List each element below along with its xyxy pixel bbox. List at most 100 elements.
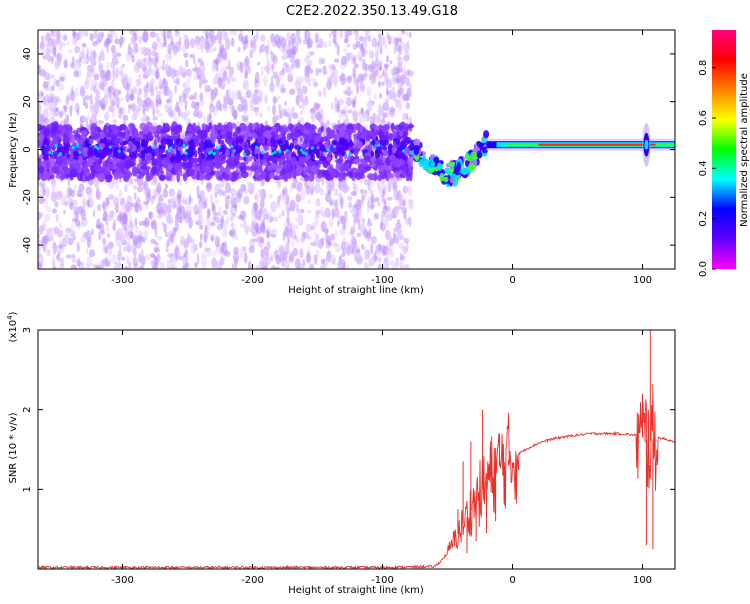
spectrogram-band-blob (263, 144, 270, 151)
spectrogram-band-blob (190, 141, 194, 151)
spectrogram-noise-blob (178, 65, 183, 77)
spectrogram-noise-blob (366, 221, 373, 227)
spectrogram-band-blob (303, 133, 311, 141)
spectrogram-noise-blob (133, 192, 137, 201)
spectrogram-noise-blob (291, 37, 295, 47)
spectrogram-noise-blob (67, 177, 71, 187)
spectrogram-band-blob (214, 170, 223, 176)
spectrogram-noise-blob (369, 75, 375, 86)
spectrogram-noise-blob (369, 204, 375, 209)
spectrogram-band-blob (142, 125, 150, 135)
spectrogram-band-blob (106, 164, 114, 170)
spectrogram-noise-blob (133, 47, 140, 53)
spectrogram-noise-blob (183, 52, 189, 58)
spectrogram-noise-blob (317, 90, 323, 98)
spectrogram-noise-blob (374, 51, 379, 59)
spectrogram-noise-blob (314, 182, 321, 194)
spectrogram-noise-blob (124, 184, 128, 193)
spectrogram-noise-blob (261, 218, 266, 229)
spectrogram-band-blob (310, 153, 315, 162)
spectrogram-noise-blob (372, 255, 376, 266)
spectrogram-noise-blob (314, 32, 319, 44)
spectrogram-band-blob (377, 164, 386, 171)
spectrogram-noise-blob (150, 238, 157, 244)
spectrogram-noise-blob (183, 33, 186, 38)
spectrogram-noise-blob (95, 265, 101, 269)
spectrogram-noise-blob (85, 72, 91, 84)
spectrogram-noise-blob (327, 63, 334, 70)
spectrogram-band-blob (181, 152, 189, 162)
spectrogram-noise-blob (404, 217, 411, 225)
spectrogram-noise-blob (231, 262, 235, 269)
spectrogram-marks (38, 30, 675, 269)
spectrogram-band-blob (159, 175, 165, 180)
spectrogram-noise-blob (64, 60, 68, 69)
spectrogram-band-blob (45, 160, 51, 169)
spectrogram-noise-blob (374, 93, 377, 101)
spectrogram-band-blob (313, 136, 321, 143)
spectrogram-band-blob (174, 163, 182, 171)
spectrogram-noise-blob (345, 36, 349, 43)
spectrogram-noise-blob (312, 81, 319, 88)
spectrogram-noise-blob (313, 231, 318, 238)
spectrogram-noise-blob (342, 262, 346, 269)
spectrogram-noise-blob (227, 97, 234, 106)
spectrogram-noise-blob (310, 78, 317, 83)
spectrogram-noise-blob (148, 211, 154, 220)
spectrogram-noise-blob (388, 260, 396, 266)
spectrogram-noise-blob (126, 255, 130, 265)
spectrogram-noise-blob (280, 87, 287, 93)
spectrogram-noise-blob (358, 56, 363, 62)
spectrogram-noise-blob (117, 260, 122, 269)
spectrogram-noise-blob (89, 32, 93, 41)
spectrogram-noise-blob (170, 41, 174, 46)
spectrogram-noise-blob (305, 251, 312, 264)
spectrogram-noise-blob (156, 235, 163, 241)
spectrogram-band-blob (326, 129, 334, 140)
spectrogram-noise-blob (305, 223, 312, 233)
spectrogram-noise-blob (230, 37, 235, 47)
spectrogram-noise-blob (65, 233, 69, 244)
spectrogram-band-blob (56, 143, 64, 153)
spectrogram-noise-blob (262, 41, 266, 53)
spectrogram-band-blob (43, 171, 50, 180)
spectrogram-noise-blob (170, 217, 174, 224)
spectrogram-noise-blob (272, 227, 278, 236)
spectrogram-noise-blob (279, 111, 283, 119)
spectrogram-band-blob (257, 136, 264, 144)
spectrogram-noise-blob (196, 110, 203, 119)
spectrogram-noise-blob (315, 44, 321, 49)
spectrogram-noise-blob (39, 70, 45, 77)
spectrogram-noise-blob (295, 95, 299, 105)
spectrogram-noise-blob (118, 235, 124, 240)
spectrogram-noise-blob (55, 64, 61, 69)
spectrogram-band-blob (144, 152, 153, 161)
spectrogram-noise-blob (225, 38, 231, 50)
spectrogram-noise-blob (315, 209, 321, 215)
spectrogram-noise-blob (39, 41, 45, 50)
spectrogram-band-blob (38, 157, 42, 168)
spectrogram-noise-blob (284, 199, 288, 206)
spectrogram-noise-blob (317, 112, 323, 123)
spectrogram-noise-blob (163, 187, 167, 192)
spectrogram-band-blob (83, 167, 89, 174)
spectrogram-noise-blob (271, 65, 275, 74)
spectrogram-noise-blob (299, 248, 304, 259)
spectrogram-noise-blob (186, 78, 190, 86)
spectrogram-band-blob (218, 148, 222, 153)
spectrogram-noise-blob (243, 252, 248, 264)
spectrogram-noise-blob (165, 231, 168, 238)
spectrogram-band-blob (318, 155, 327, 162)
spectrogram-noise-blob (150, 85, 155, 97)
spectrogram-band-blob (348, 138, 353, 149)
spectrogram-noise-blob (52, 256, 55, 268)
spectrogram-noise-blob (55, 107, 60, 112)
spectrogram-noise-blob (382, 261, 386, 269)
spectrogram-noise-blob (79, 115, 83, 128)
spectrogram-noise-blob (52, 84, 55, 91)
spectrogram-noise-blob (368, 64, 374, 73)
spectrogram-noise-blob (119, 35, 124, 46)
spectrogram-noise-blob (210, 93, 214, 103)
spectrogram-noise-blob (334, 188, 339, 197)
spectrogram-band-blob (302, 169, 308, 175)
